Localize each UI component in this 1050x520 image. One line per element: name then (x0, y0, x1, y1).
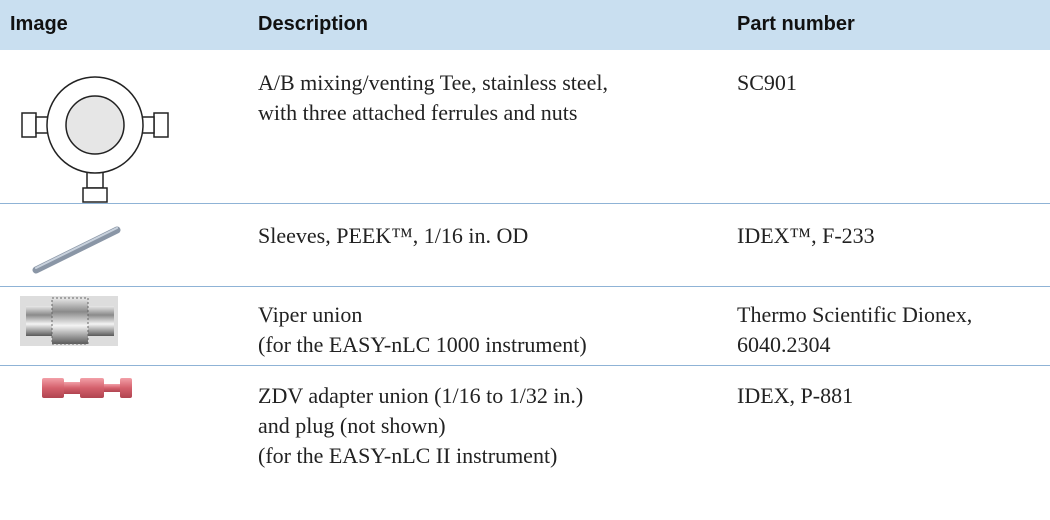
sleeve-image (32, 226, 121, 274)
zdv-union-image (42, 378, 132, 398)
part-number-line: Thermo Scientific Dionex, (737, 302, 973, 327)
row-separator (0, 286, 1050, 287)
description-line: Sleeves, PEEK™, 1/16 in. OD (258, 223, 529, 248)
description-line: (for the EASY-nLC 1000 instrument) (258, 332, 587, 357)
description-line: ZDV adapter union (1/16 to 1/32 in.) (258, 383, 584, 408)
row-separator (0, 365, 1050, 366)
header-cell: Image (10, 13, 68, 35)
tee-image (21, 76, 169, 203)
header-cell: Description (258, 13, 369, 35)
header-cell: Part number (737, 13, 855, 35)
part-number-line: IDEX™, F-233 (737, 223, 875, 248)
part-number-line: 6040.2304 (737, 332, 831, 357)
description-line: A/B mixing/venting Tee, stainless steel, (258, 70, 609, 95)
description-line: with three attached ferrules and nuts (258, 100, 578, 125)
part-number-line: SC901 (737, 70, 797, 95)
row-separator (0, 203, 1050, 204)
description-line: and plug (not shown) (258, 413, 446, 438)
table-header (0, 0, 1050, 50)
part-number-line: IDEX, P-881 (737, 383, 854, 408)
description-line: Viper union (258, 302, 363, 327)
viper-union-image (20, 296, 118, 346)
description-line: (for the EASY-nLC II instrument) (258, 443, 558, 468)
